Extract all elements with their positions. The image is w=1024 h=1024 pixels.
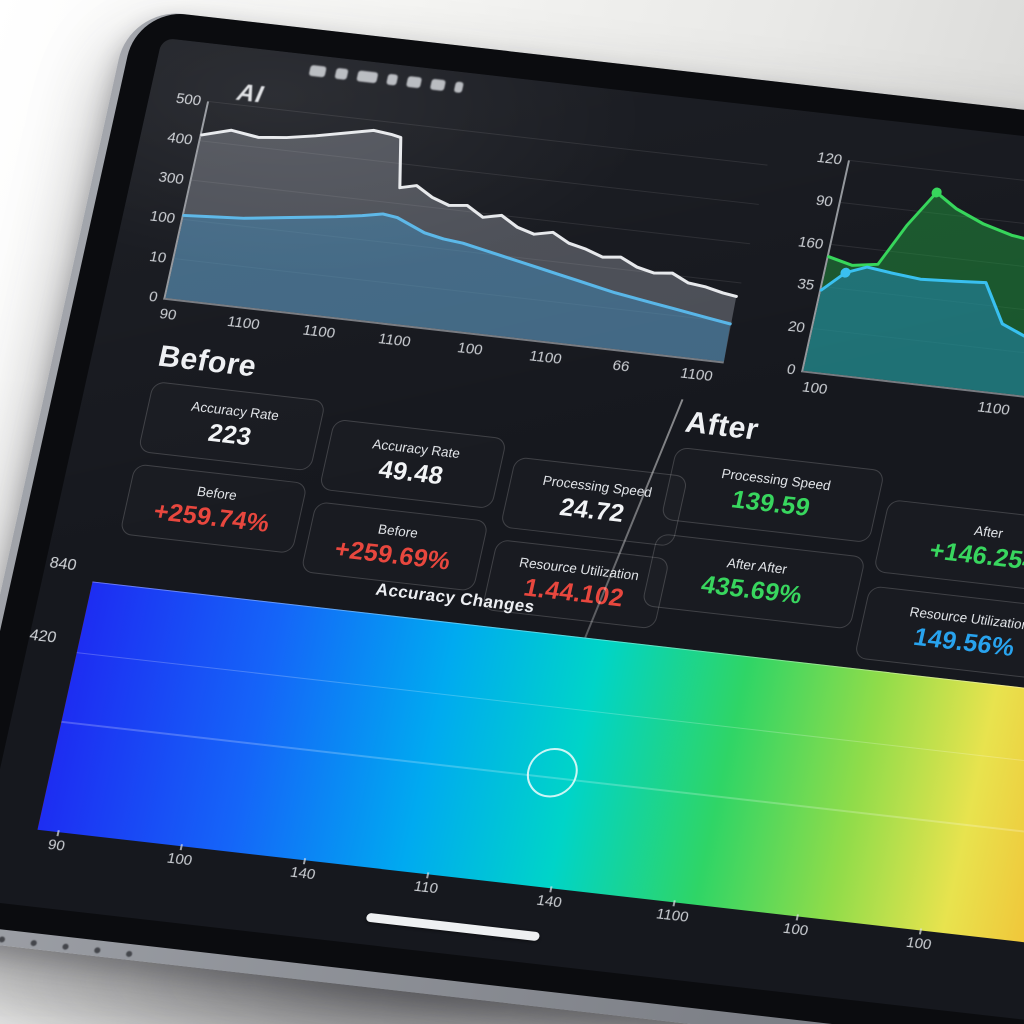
y-axis-tick: 300 [156,168,186,189]
after-green-point [931,187,942,198]
x-axis-tick-mark [795,914,799,921]
before-blue-area [165,213,731,362]
stat-label: Accuracy Rate [190,398,281,423]
x-axis-tick-mark [56,830,60,837]
stat-value: 49.48 [376,454,446,490]
stat-card[interactable]: After +146.254 [872,499,1024,596]
x-axis-tick-mark [426,872,430,879]
stat-label: Before [195,483,239,503]
chart-plot [165,101,768,362]
stat-value: 223 [205,418,255,451]
stat-card[interactable]: After After 435.69% [641,533,867,630]
x-axis-tick-mark [918,928,923,935]
gridline [200,140,759,205]
y-axis-tick: 160 [796,232,826,253]
gradient-y-tick: 840 [47,554,79,575]
x-axis-tick: 170 [1008,946,1024,970]
x-axis-tick: 66 [610,357,632,376]
stat-value: +259.74% [151,496,273,538]
x-axis-tick: 100 [904,934,934,954]
dashboard-screen: AI 500 400 300 100 10 0 90 1100 1100 1100 100 1100 6… [0,37,1024,1024]
after-blue-point [840,267,851,278]
after-green-area [803,192,1024,463]
chart-plot [803,159,1024,463]
gradient-y-tick: 420 [27,626,59,647]
stat-label: After [972,522,1005,541]
x-axis-tick-mark [302,858,307,865]
after-section-title: After [682,405,762,447]
y-axis-tick: 0 [147,288,160,306]
y-axis-tick: 100 [148,207,177,228]
stat-value: 139.59 [729,485,813,522]
x-axis-tick: 1100 [975,398,1012,420]
before-blue-line [182,212,732,326]
y-axis-tick: 400 [165,129,195,149]
charge-icon [453,81,464,94]
dot-icon [386,73,399,86]
stat-card[interactable]: Before +259.74% [119,463,308,554]
y-axis-tick: 20 [786,317,807,337]
stat-card[interactable]: Processing Speed 24.72 [499,456,689,547]
before-gray-line [200,128,738,298]
x-axis-tick: 100 [800,378,830,399]
stat-value: +259.69% [332,534,454,576]
y-axis-tick: 120 [815,148,844,169]
x-axis-tick: 100 [165,849,194,870]
gridline [191,179,751,245]
clock-icon [356,70,379,84]
gridline [174,258,733,323]
x-axis-tick: 1100 [654,905,691,926]
after-blue-line [819,265,1024,370]
y-axis-tick: 90 [814,191,835,211]
stat-card[interactable]: Accuracy Rate 49.48 [318,418,508,510]
y-axis-tick: 10 [147,247,169,267]
tablet-device: AI 500 400 300 100 10 0 90 1100 1100 1100 100 1100 6… [0,8,1024,1024]
y-axis-tick: 500 [174,89,203,110]
home-indicator[interactable] [365,912,541,942]
after-green-line [827,191,1024,347]
stat-value: 24.72 [557,492,628,528]
before-section-title: Before [155,339,260,384]
y-axis-tick: 0 [785,360,798,379]
stat-card[interactable]: Accuracy Rate 223 [137,381,327,472]
x-axis-tick: 1100 [678,364,715,386]
stat-label: Processing Speed [541,472,654,500]
alarm-icon [405,75,423,89]
stat-card[interactable]: Processing Speed 139.59 [660,446,886,544]
x-axis-tick-mark [549,886,553,893]
gridline [849,159,1024,253]
x-axis-tick: 1100 [225,313,262,334]
stat-card[interactable]: Resource Utilization 149.56% [853,585,1024,682]
gridline [208,101,768,166]
signal-icon [308,64,327,78]
stat-value: 435.69% [698,570,805,610]
x-axis-tick-mark [179,844,183,851]
stat-value: +146.254 [927,535,1024,576]
stat-card[interactable]: Resource Utilization 1.44.102 [481,538,671,630]
before-area-chart: 500 400 300 100 10 0 90 1100 1100 1100 100 1100 66 11… [147,90,768,385]
wifi-icon [334,67,349,80]
x-axis-tick: 90 [157,305,179,325]
circle-marker[interactable] [522,745,583,801]
x-axis-tick: 1100 [376,330,413,351]
x-axis-tick: 140 [288,863,318,884]
battery-icon [429,78,447,92]
y-axis-tick: 35 [795,275,816,295]
x-axis-tick: 100 [455,339,485,359]
after-area-chart: 1209016035200100110011001100 [785,149,1024,465]
x-axis-tick-mark [672,900,676,907]
x-axis-tick: 110 [412,877,440,898]
x-axis-tick: 140 [534,891,564,912]
x-axis-tick: 90 [46,836,67,855]
before-gray-area [165,130,737,362]
stat-label: Before [376,521,420,541]
x-axis-tick: 100 [781,920,810,940]
x-axis-tick: 1100 [527,347,564,368]
status-bar [308,64,464,94]
x-axis-tick: 1100 [301,321,337,343]
stat-card[interactable]: Before +259.69% [300,501,489,592]
tablet-bezel: AI 500 400 300 100 10 0 90 1100 1100 1100 100 1100 6… [0,8,1024,1024]
